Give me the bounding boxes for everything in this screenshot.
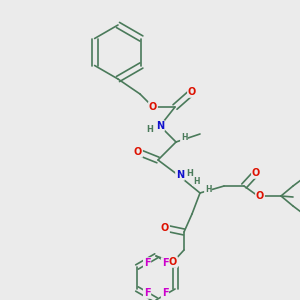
Text: O: O — [161, 223, 169, 233]
Text: O: O — [149, 102, 157, 112]
Text: O: O — [188, 87, 196, 97]
Text: N: N — [156, 121, 164, 131]
Text: H: H — [205, 184, 211, 194]
Text: O: O — [169, 257, 177, 267]
Text: O: O — [256, 191, 264, 201]
Text: H: H — [181, 134, 187, 142]
Text: O: O — [252, 168, 260, 178]
Text: O: O — [134, 147, 142, 157]
Text: H: H — [147, 125, 153, 134]
Text: H: H — [193, 176, 199, 185]
Text: F: F — [162, 288, 168, 298]
Text: F: F — [162, 258, 168, 268]
Text: N: N — [176, 170, 184, 180]
Text: F: F — [144, 288, 150, 298]
Text: H: H — [187, 169, 194, 178]
Text: F: F — [144, 258, 150, 268]
